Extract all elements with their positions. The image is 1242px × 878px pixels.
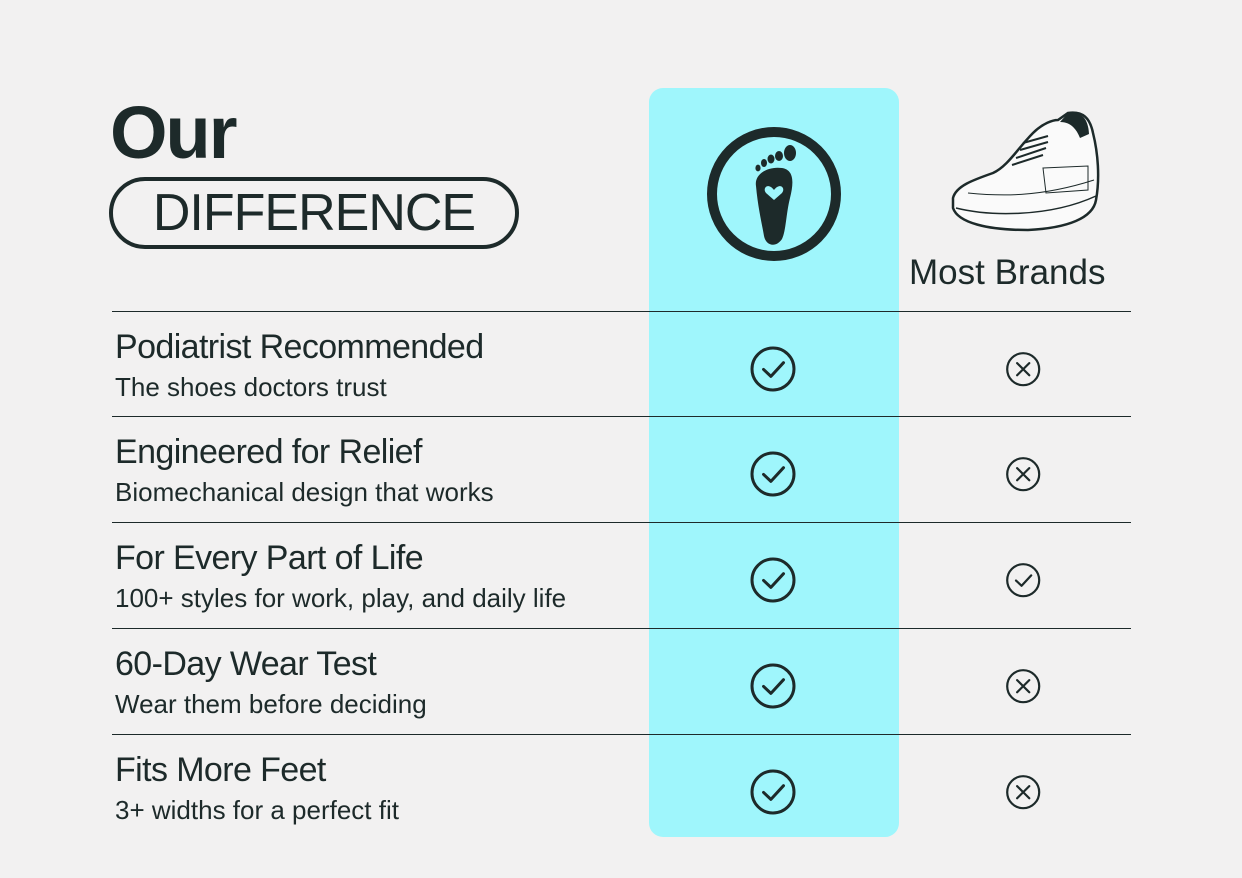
foot-heart-icon xyxy=(707,127,841,261)
row-subtitle: 3+ widths for a perfect fit xyxy=(115,795,399,825)
comparison-row: Fits More Feet 3+ widths for a perfect fi… xyxy=(115,734,635,839)
row-divider xyxy=(112,734,1131,735)
row-divider xyxy=(112,416,1131,417)
row-subtitle: 100+ styles for work, play, and daily li… xyxy=(115,583,567,613)
row-subtitle: Biomechanical design that works xyxy=(115,477,494,507)
row-title: Engineered for Relief xyxy=(115,433,422,471)
ours-check-icon xyxy=(750,769,796,815)
row-title: For Every Part of Life xyxy=(115,539,424,577)
row-divider xyxy=(112,628,1131,629)
ours-check-icon xyxy=(750,346,796,392)
heading-our: Our xyxy=(110,91,238,174)
sneaker-icon xyxy=(951,111,1100,232)
row-subtitle: Wear them before deciding xyxy=(115,689,427,719)
row-subtitle: The shoes doctors trust xyxy=(115,372,387,402)
most-brands-check-icon xyxy=(1005,562,1041,598)
heading-difference: DIFFERENCE xyxy=(152,184,476,242)
competitor-label: Most Brands xyxy=(909,253,1106,292)
comparison-row: 60-Day Wear Test Wear them before decidin… xyxy=(115,628,635,733)
ours-check-icon xyxy=(750,663,796,709)
most-brands-cross-icon xyxy=(1005,668,1041,704)
row-title: Fits More Feet xyxy=(115,751,326,789)
ours-check-icon xyxy=(750,451,796,497)
row-title: Podiatrist Recommended xyxy=(115,328,484,366)
row-divider xyxy=(112,522,1131,523)
comparison-row: Engineered for Relief Biomechanical desig… xyxy=(115,416,635,521)
row-divider xyxy=(112,311,1131,312)
row-title: 60-Day Wear Test xyxy=(115,645,377,683)
most-brands-cross-icon xyxy=(1005,456,1041,492)
most-brands-cross-icon xyxy=(1005,774,1041,810)
heading-difference-pill: DIFFERENCE xyxy=(109,177,519,249)
most-brands-cross-icon xyxy=(1005,351,1041,387)
ours-check-icon xyxy=(750,557,796,603)
comparison-row: For Every Part of Life 100+ styles for wo… xyxy=(115,522,635,627)
comparison-row: Podiatrist Recommended The shoes doctors … xyxy=(115,311,635,416)
